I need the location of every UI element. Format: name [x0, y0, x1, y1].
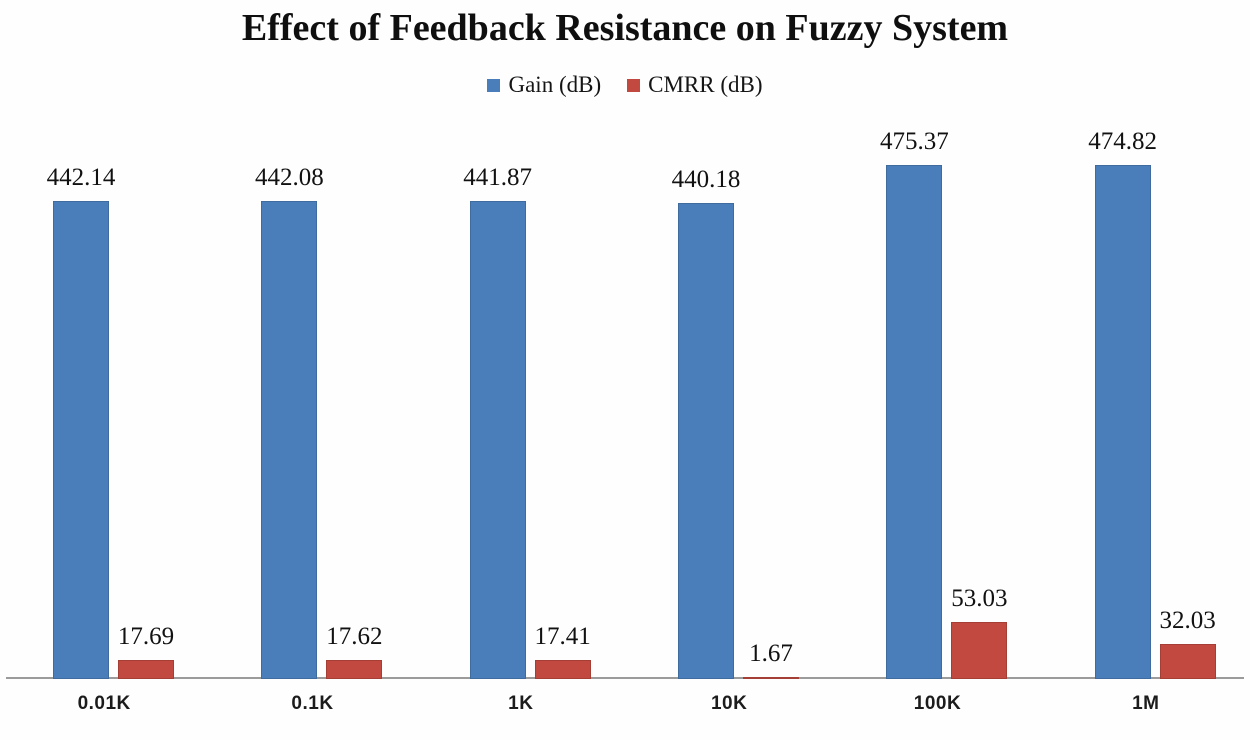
bar-pair: 441.87 17.41	[463, 164, 591, 679]
category-group: 440.18 1.67 10K	[625, 0, 833, 740]
cmrr-legend-label: CMRR (dB)	[648, 72, 763, 97]
category-group: 442.14 17.69 0.01K	[0, 0, 208, 740]
category-group: 475.37 53.03 100K	[833, 0, 1041, 740]
cmrr-value-label: 17.62	[326, 622, 383, 650]
gain-bar-wrap: 474.82	[1088, 128, 1157, 679]
gain-bar	[261, 200, 318, 679]
bar-pair: 442.08 17.62	[255, 164, 383, 679]
x-axis-line	[6, 677, 1244, 679]
legend-item-gain: Gain (dB)	[487, 72, 601, 98]
bar-pair: 475.37 53.03	[880, 128, 1008, 679]
cmrr-bar	[743, 677, 799, 679]
cmrr-value-label: 53.03	[951, 584, 1008, 612]
cmrr-bar-wrap: 17.41	[534, 623, 591, 679]
cmrr-bar-wrap: 53.03	[951, 585, 1008, 679]
cmrr-bar-wrap: 1.67	[743, 640, 799, 679]
gain-bar-wrap: 440.18	[672, 166, 740, 679]
gain-bar	[886, 164, 943, 679]
gain-value-label: 474.82	[1088, 128, 1158, 156]
legend-item-cmrr: CMRR (dB)	[627, 72, 763, 98]
bar-pair: 440.18 1.67	[672, 166, 799, 679]
cmrr-bar	[326, 659, 383, 679]
chart-title: Effect of Feedback Resistance on Fuzzy S…	[241, 7, 1009, 49]
gain-bar-wrap: 441.87	[463, 164, 532, 679]
gain-legend-swatch-icon	[487, 78, 501, 92]
gain-legend-label: Gain (dB)	[508, 72, 602, 97]
gain-bar-wrap: 475.37	[880, 128, 949, 679]
category-group: 442.08 17.62 0.1K	[208, 0, 416, 740]
gain-value-label: 442.14	[46, 163, 116, 191]
x-axis-tick-label: 0.1K	[291, 693, 334, 714]
gain-value-label: 475.37	[879, 127, 949, 155]
x-axis-tick-label: 10K	[710, 693, 748, 714]
x-axis-tick-label: 100K	[913, 693, 962, 714]
x-axis-tick-label: 0.01K	[77, 693, 131, 714]
gain-value-label: 440.18	[671, 165, 741, 193]
gain-bar	[53, 200, 109, 679]
cmrr-bar-wrap: 32.03	[1159, 607, 1216, 679]
gain-value-label: 441.87	[463, 163, 533, 191]
gain-bar	[1094, 165, 1151, 679]
gain-bar-wrap: 442.08	[255, 164, 324, 679]
cmrr-bar-wrap: 17.69	[118, 623, 174, 679]
cmrr-value-label: 17.69	[117, 622, 175, 650]
category-group: 474.82 32.03 1M	[1042, 0, 1250, 740]
x-axis-tick-label: 1K	[508, 693, 534, 714]
cmrr-value-label: 32.03	[1159, 607, 1216, 635]
legend: Gain (dB) CMRR (dB)	[0, 72, 1250, 98]
category-group: 441.87 17.41 1K	[417, 0, 625, 740]
gain-value-label: 442.08	[254, 163, 324, 191]
cmrr-value-label: 1.67	[749, 640, 793, 668]
gain-bar	[678, 202, 734, 679]
x-axis-tick-label: 1M	[1132, 693, 1160, 714]
cmrr-bar	[951, 621, 1008, 679]
bar-pair: 442.14 17.69	[47, 164, 174, 679]
cmrr-legend-swatch-icon	[627, 78, 641, 92]
cmrr-bar	[534, 660, 591, 679]
cmrr-bar	[1159, 644, 1216, 679]
gain-bar-wrap: 442.14	[47, 164, 115, 679]
gain-bar	[469, 200, 526, 679]
cmrr-bar	[118, 659, 174, 679]
cmrr-bar-wrap: 17.62	[326, 623, 383, 679]
bar-pair: 474.82 32.03	[1088, 128, 1216, 679]
cmrr-value-label: 17.41	[534, 623, 591, 651]
